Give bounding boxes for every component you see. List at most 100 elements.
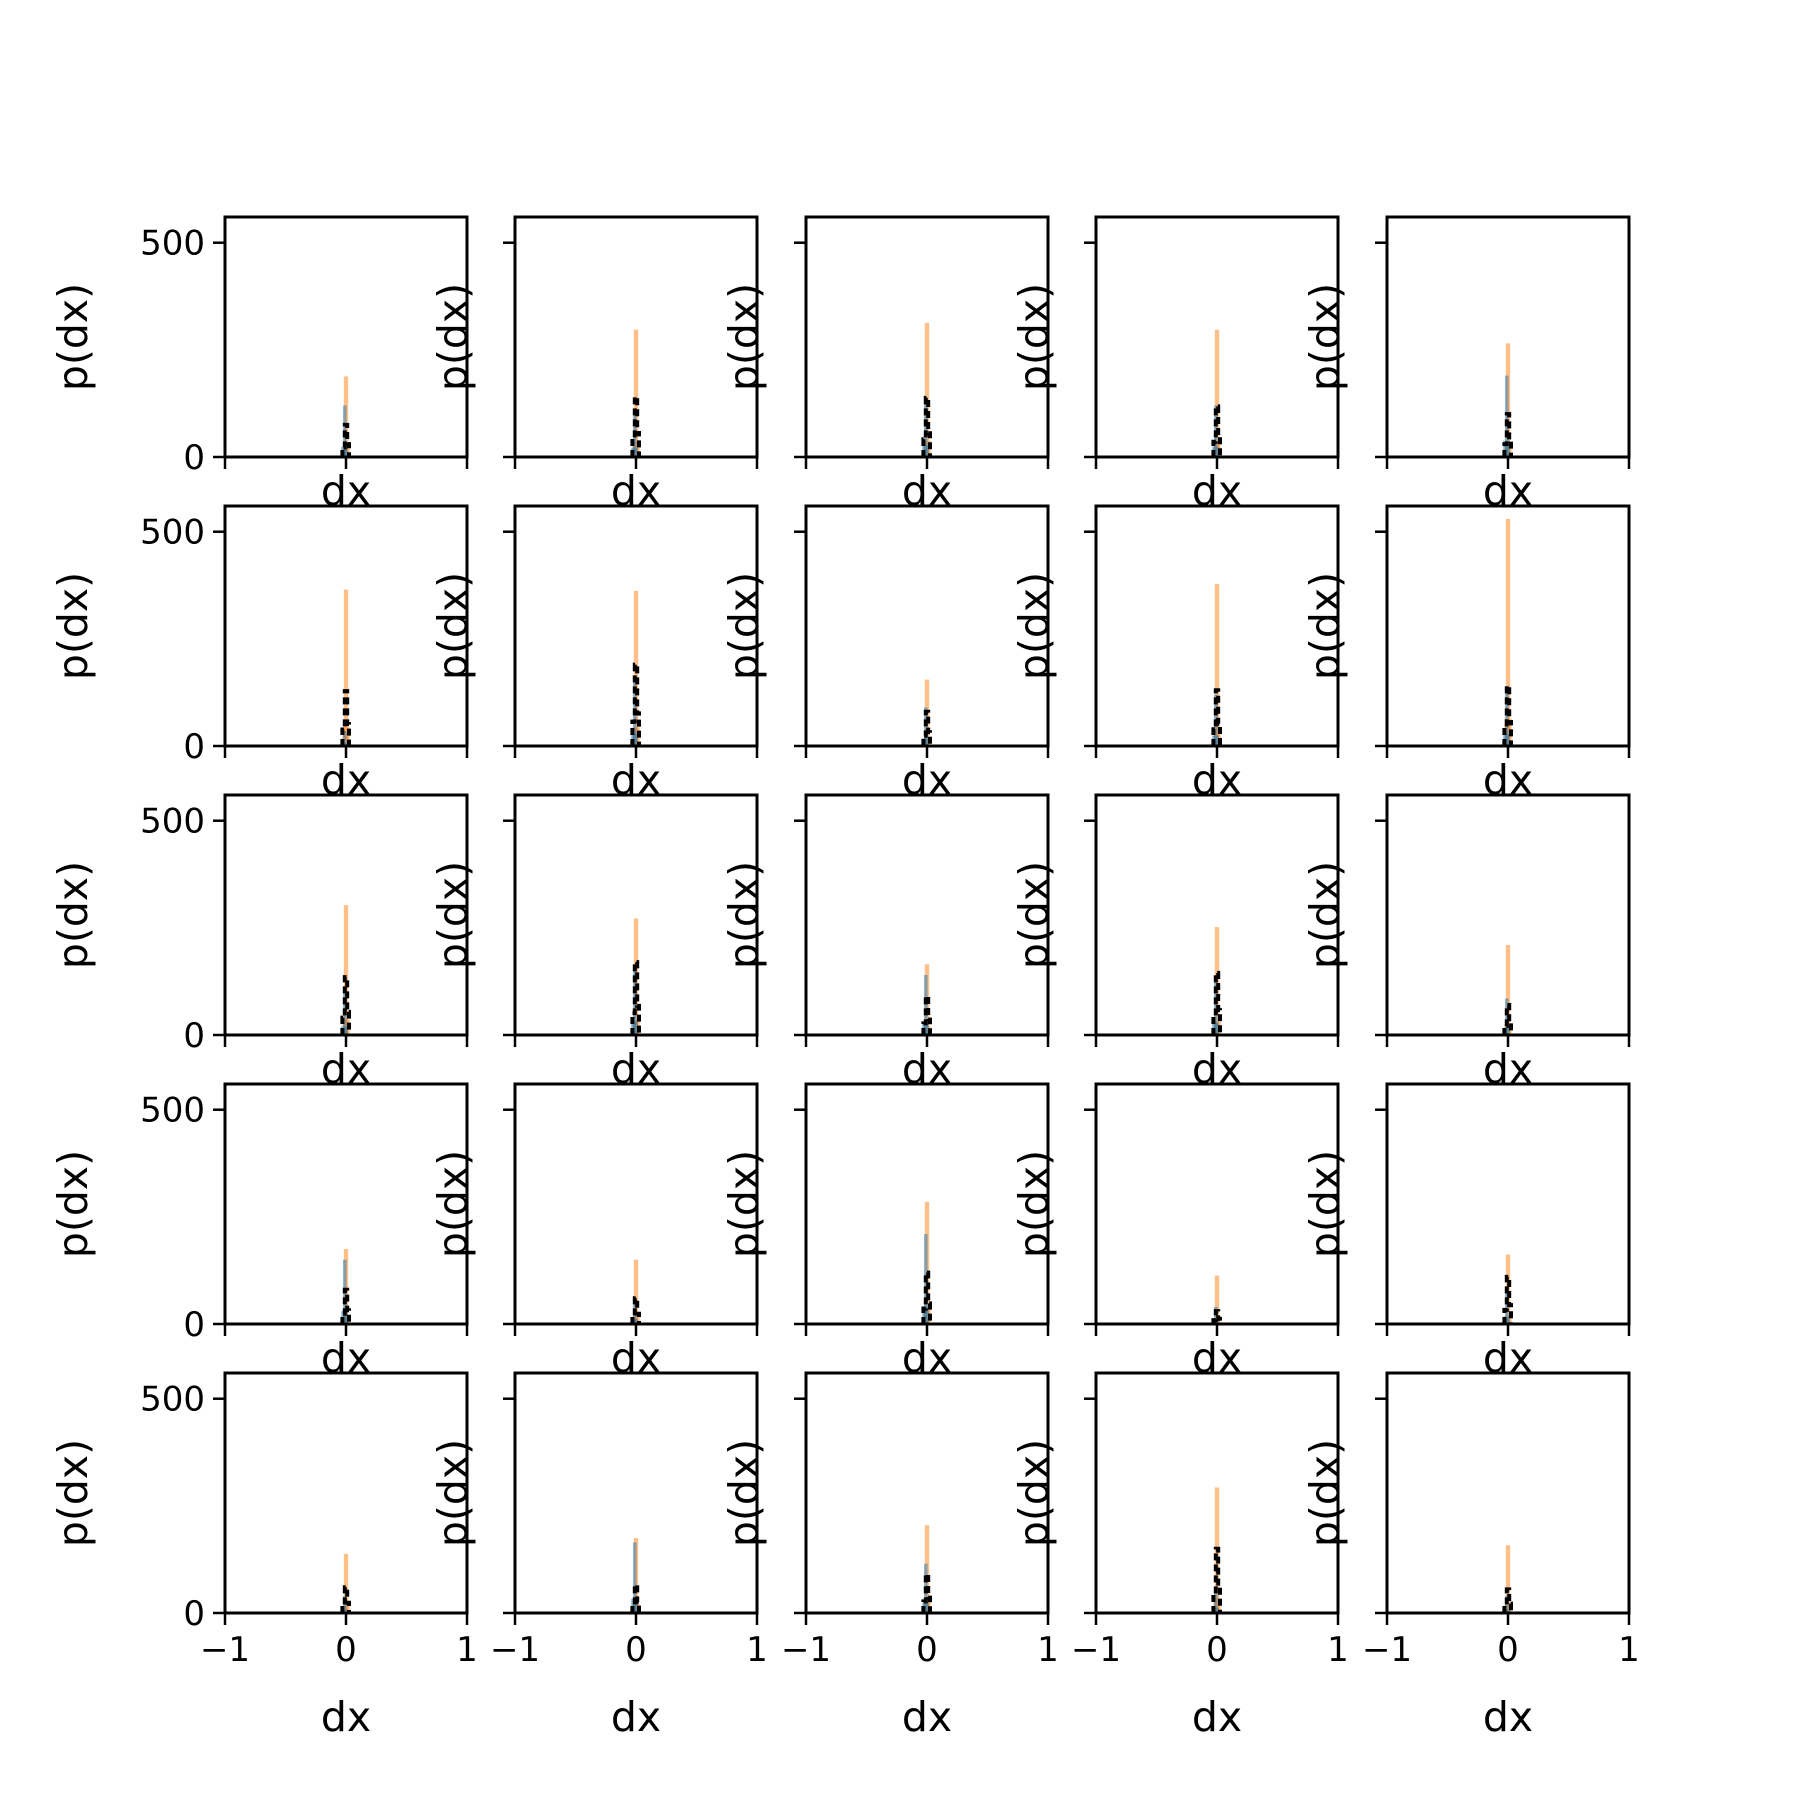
bar-series-b (1505, 945, 1511, 1035)
y-axis-label: p(dx) (1010, 861, 1058, 969)
bar-series-b (1505, 1545, 1511, 1613)
y-axis-label: p(dx) (1301, 283, 1349, 391)
overlay-step-line (921, 395, 932, 457)
panel-data (1387, 343, 1629, 457)
bar-series-a-shoulder (631, 447, 638, 457)
x-axis-label: dx (1192, 1693, 1242, 1741)
panel-data (1387, 518, 1629, 746)
x-axis-label: dx (611, 1334, 661, 1382)
overlay-step-line (1211, 1309, 1222, 1324)
overlay-step-line (630, 662, 641, 746)
panel-data (1387, 945, 1629, 1035)
overlay-step-line (630, 1296, 641, 1324)
y-tick-label: 500 (140, 1380, 205, 1420)
x-tick-label: −1 (1071, 1630, 1121, 1670)
x-axis-label: dx (611, 1045, 661, 1093)
y-axis-label: p(dx) (1010, 572, 1058, 680)
panel-r1-c0: 0 500 dx p(dx) (49, 504, 469, 804)
x-axis-label: dx (321, 1045, 371, 1093)
overlay-step-line (1211, 688, 1222, 746)
bar-series-b (1214, 584, 1220, 746)
panel-data (1096, 584, 1338, 746)
x-axis-label: dx (1192, 756, 1242, 804)
y-axis-label: p(dx) (429, 1150, 477, 1258)
panel-data (225, 1553, 467, 1613)
panel-data (515, 1259, 757, 1324)
overlay-step-line (1502, 1274, 1513, 1324)
y-tick-label: 0 (183, 1016, 205, 1056)
y-axis-label: p(dx) (720, 572, 768, 680)
y-axis-label: p(dx) (49, 861, 97, 969)
y-axis-label: p(dx) (1301, 1439, 1349, 1547)
panel-data (806, 1525, 1048, 1613)
x-axis-label: dx (321, 467, 371, 515)
bar-series-a-shoulder (1503, 734, 1510, 746)
panel-data (1387, 1545, 1629, 1613)
bar-series-a (1504, 1595, 1509, 1613)
y-axis-label: p(dx) (720, 283, 768, 391)
panel-data (806, 964, 1048, 1035)
overlay-step-line (340, 1287, 351, 1324)
overlay-step-line (340, 1585, 351, 1613)
bar-series-a-shoulder (1503, 1316, 1510, 1324)
bar-series-a (1504, 375, 1509, 457)
bar-series-a (632, 1542, 637, 1613)
overlay-step-line (340, 422, 351, 457)
y-axis-label: p(dx) (720, 861, 768, 969)
bar-series-a-shoulder (341, 1609, 348, 1613)
y-tick-label: 0 (183, 438, 205, 478)
panel-r1-c3: dx p(dx) (1010, 504, 1340, 804)
x-axis-label: dx (902, 756, 952, 804)
panel-r1-c4: dx p(dx) (1301, 504, 1631, 804)
y-axis-label: p(dx) (429, 861, 477, 969)
bar-series-a-shoulder (922, 738, 929, 746)
bar-series-a (342, 1595, 347, 1613)
x-axis-label: dx (1192, 1334, 1242, 1382)
bar-series-a-shoulder (341, 446, 348, 457)
panel-data (806, 322, 1048, 457)
x-axis-label: dx (611, 1693, 661, 1741)
x-tick-label: 1 (1327, 1630, 1349, 1670)
bar-series-a-shoulder (922, 1603, 929, 1613)
x-axis-label: dx (611, 756, 661, 804)
y-axis-label: p(dx) (1301, 1150, 1349, 1258)
y-axis-label: p(dx) (720, 1150, 768, 1258)
bar-series-b (924, 322, 930, 457)
x-tick-label: 1 (1037, 1630, 1059, 1670)
x-axis-label: dx (902, 1693, 952, 1741)
bar-series-a-shoulder (922, 445, 929, 457)
y-tick-label: 500 (140, 1091, 205, 1131)
bar-series-a-shoulder (631, 733, 638, 746)
panel-data (225, 376, 467, 457)
y-tick-label: 500 (140, 513, 205, 553)
panel-r1-c1: dx p(dx) (429, 504, 759, 804)
panel-data (1096, 927, 1338, 1035)
x-axis-label: dx (1483, 1693, 1533, 1741)
panel-data (515, 329, 757, 457)
y-axis-label: p(dx) (1301, 572, 1349, 680)
bar-series-a-shoulder (341, 1026, 348, 1035)
bar-series-b (1214, 329, 1220, 457)
overlay-step-line (921, 709, 932, 746)
x-axis-label: dx (1192, 467, 1242, 515)
x-axis-label: dx (321, 1693, 371, 1741)
y-tick-label: 500 (140, 802, 205, 842)
bar-series-b (633, 1259, 639, 1324)
x-axis-label: dx (902, 1045, 952, 1093)
bar-series-a (923, 707, 928, 746)
panel-data (225, 905, 467, 1035)
bar-series-a (342, 731, 347, 746)
y-tick-label: 0 (183, 727, 205, 767)
overlay-step-line (340, 975, 351, 1035)
bar-series-a (1213, 1587, 1218, 1613)
y-tick-label: 500 (140, 224, 205, 264)
panel-data (1096, 1487, 1338, 1613)
x-tick-label: 0 (625, 1630, 647, 1670)
y-axis-label: p(dx) (1010, 1150, 1058, 1258)
overlay-step-line (1211, 404, 1222, 457)
overlay-step-line (1502, 1003, 1513, 1035)
panel-r4-c3: −1 0 1 dx p(dx) (1010, 1371, 1349, 1741)
bar-series-b (1214, 1275, 1220, 1324)
bar-series-a (1213, 975, 1218, 1035)
